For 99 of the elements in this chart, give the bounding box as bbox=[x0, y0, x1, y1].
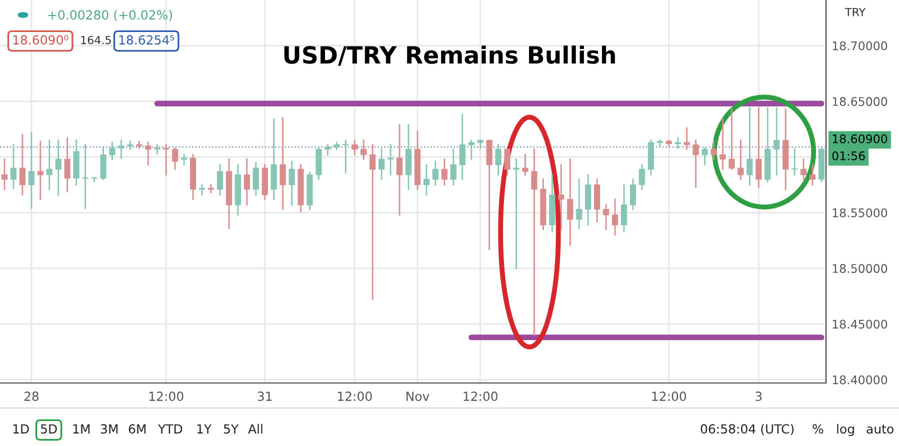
candlestick bbox=[809, 164, 816, 186]
candlestick bbox=[656, 140, 663, 147]
candlestick bbox=[118, 140, 124, 159]
candlestick bbox=[55, 140, 62, 196]
candlestick bbox=[441, 158, 448, 186]
candlestick bbox=[710, 140, 717, 160]
candlestick bbox=[378, 148, 385, 180]
candlestick bbox=[513, 158, 520, 270]
text: YTD bbox=[158, 424, 182, 434]
y-tick-label: 18.40000 bbox=[832, 375, 888, 384]
text: 06:58:04 (UTC) bbox=[700, 424, 794, 436]
candlestick bbox=[477, 140, 484, 149]
candlestick bbox=[360, 140, 367, 160]
text: All bbox=[248, 424, 262, 434]
candlestick bbox=[674, 137, 681, 149]
candlestick bbox=[64, 137, 70, 192]
candlestick bbox=[154, 144, 160, 154]
y-tick-label: 18.45000 bbox=[832, 320, 888, 329]
candlestick bbox=[109, 142, 116, 160]
candlestick bbox=[459, 114, 466, 180]
text: auto bbox=[866, 424, 894, 434]
candlestick bbox=[531, 148, 538, 336]
text: 6M bbox=[128, 424, 146, 434]
candlestick bbox=[145, 142, 152, 166]
candlestick bbox=[46, 140, 52, 190]
candlestick bbox=[720, 118, 726, 170]
text: 1M bbox=[73, 424, 90, 434]
candlestick bbox=[728, 108, 735, 170]
candlestick bbox=[450, 148, 456, 186]
text: % bbox=[812, 424, 824, 434]
text: USD/TRY Remains Bullish bbox=[284, 46, 615, 66]
y-tick-label: 18.55000 bbox=[832, 208, 888, 218]
candlestick bbox=[370, 144, 376, 300]
x-tick-label: 28 bbox=[24, 392, 39, 402]
candlestick bbox=[432, 160, 438, 186]
annotation: 164.5 bbox=[81, 36, 111, 44]
candlestick bbox=[800, 158, 807, 182]
x-tick-label: 3 bbox=[756, 392, 762, 402]
candlestick bbox=[28, 132, 34, 209]
candlestick bbox=[252, 162, 259, 196]
candlestick bbox=[396, 124, 403, 216]
x-tick-label: 12:00 bbox=[149, 392, 184, 402]
candlestick bbox=[738, 140, 744, 180]
candlestick bbox=[638, 164, 645, 190]
x-tick-label: 12:00 bbox=[338, 392, 372, 402]
candlestick bbox=[612, 198, 618, 236]
y-tick-label: 18.70000 bbox=[832, 41, 888, 50]
candlestick bbox=[630, 178, 636, 210]
candlestick bbox=[19, 134, 26, 196]
ref-line-label: 18.60900 bbox=[832, 134, 888, 144]
x-tick-label: Nov bbox=[406, 392, 430, 402]
candlestick bbox=[352, 140, 358, 156]
candlestick bbox=[468, 140, 474, 160]
candlestick bbox=[82, 144, 88, 209]
candlestick bbox=[244, 158, 250, 206]
candlestick bbox=[280, 117, 286, 210]
text: 1D bbox=[13, 424, 29, 434]
candlestick bbox=[558, 164, 564, 230]
candlestick bbox=[504, 148, 510, 176]
text: 01:56 bbox=[832, 151, 865, 160]
annotation: 18.6254⁵ bbox=[119, 35, 174, 45]
text: 5D bbox=[40, 424, 57, 434]
y-tick-label: 18.65000 bbox=[832, 97, 888, 106]
x-tick-label: 31 bbox=[258, 392, 272, 402]
text: 1Y bbox=[197, 424, 212, 434]
candlestick bbox=[602, 204, 610, 230]
candlestick bbox=[522, 154, 528, 176]
x-tick-label: 12:00 bbox=[464, 392, 498, 402]
candlestick bbox=[756, 107, 762, 188]
text: 5Y bbox=[224, 424, 239, 434]
text: 3M bbox=[100, 424, 118, 434]
candlestick bbox=[567, 158, 574, 246]
candlestick bbox=[91, 177, 98, 182]
candlestick bbox=[423, 164, 430, 196]
candlestick bbox=[10, 144, 17, 189]
candlestick bbox=[37, 140, 44, 200]
candlestick bbox=[1, 158, 8, 190]
candlestick bbox=[324, 144, 331, 156]
candlestick bbox=[684, 127, 690, 150]
candlestick bbox=[692, 140, 699, 188]
candlestick bbox=[620, 184, 628, 232]
candlestick bbox=[100, 147, 106, 180]
candlestick bbox=[288, 160, 295, 206]
annotation: +0.00280 (+0.02%) bbox=[48, 10, 172, 22]
candlestick bbox=[172, 147, 178, 170]
x-tick-label: 12:00 bbox=[652, 392, 686, 402]
y-tick-label: 18.50000 bbox=[832, 264, 888, 273]
candlestick bbox=[163, 144, 170, 176]
candlestick bbox=[495, 144, 502, 176]
annotation: 18.6090⁰ bbox=[13, 35, 68, 45]
text: TRY bbox=[844, 8, 866, 16]
candlestick bbox=[792, 148, 798, 176]
candlestick bbox=[576, 178, 582, 229]
candlestick bbox=[746, 107, 753, 186]
text: log bbox=[837, 424, 854, 436]
candlestick bbox=[342, 140, 349, 174]
candlestick bbox=[774, 107, 780, 176]
candlestick bbox=[216, 164, 224, 196]
candlestick bbox=[702, 147, 708, 166]
